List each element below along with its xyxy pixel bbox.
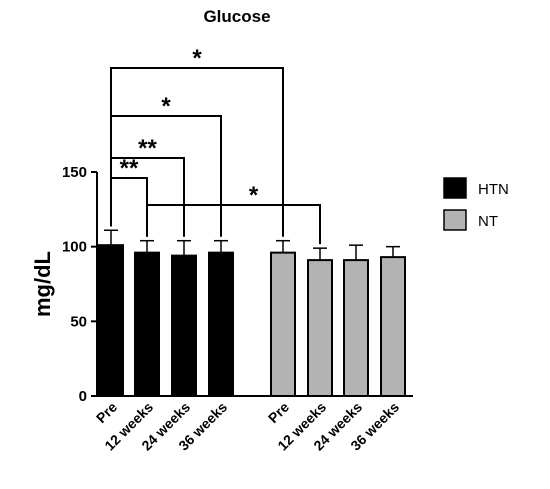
bar [208, 251, 234, 397]
bar [98, 244, 124, 397]
x-tick-label: Pre [93, 399, 120, 426]
significance-label: * [192, 45, 202, 72]
bar [171, 254, 197, 397]
significance-brackets: ******* [110, 45, 321, 245]
significance-label: * [249, 182, 259, 209]
x-tick-label: Pre [265, 399, 292, 426]
chart-title: Glucose [203, 7, 270, 26]
y-tick-label: 100 [62, 239, 87, 256]
legend: HTN NT [443, 177, 509, 231]
significance-label: * [161, 93, 171, 120]
significance-bracket [110, 177, 148, 237]
legend-swatch [443, 209, 467, 231]
significance-label: ** [120, 155, 139, 182]
significance-bracket [146, 204, 321, 245]
y-tick-label: 50 [70, 313, 87, 330]
bar [134, 251, 160, 397]
bar [380, 256, 406, 397]
significance-label: ** [138, 135, 157, 162]
legend-label: HTN [478, 181, 509, 198]
bar [343, 259, 369, 397]
bar [307, 259, 333, 397]
significance-bracket [110, 67, 284, 237]
y-axis-label: mg/dL [30, 251, 55, 317]
legend-label: NT [478, 213, 498, 230]
y-tick-label: 150 [62, 164, 87, 181]
legend-swatch [443, 177, 467, 199]
bar [270, 251, 296, 397]
y-tick-label: 0 [79, 388, 87, 405]
